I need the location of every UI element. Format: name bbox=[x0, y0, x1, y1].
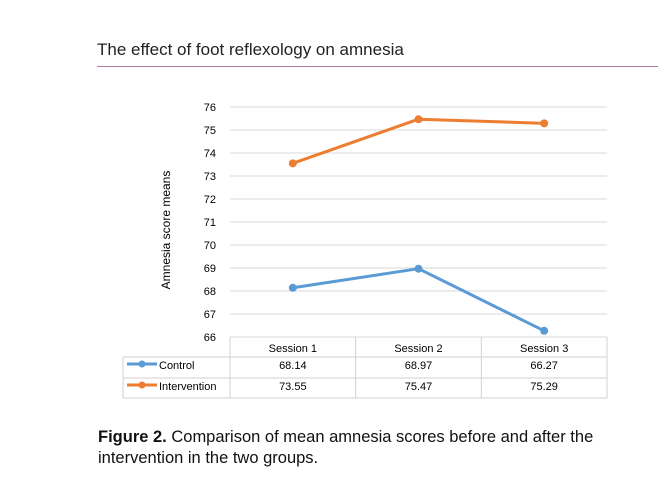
chart-series bbox=[288, 115, 549, 335]
data-label: 68.14 bbox=[279, 360, 307, 372]
data-point-intervention bbox=[540, 119, 549, 128]
legend-label-control: Control bbox=[159, 360, 194, 372]
header-divider bbox=[97, 66, 658, 67]
page-header-title: The effect of foot reflexology on amnesi… bbox=[97, 40, 404, 59]
y-tick-label-74: 74 bbox=[204, 148, 216, 160]
y-tick-label-70: 70 bbox=[204, 240, 216, 252]
data-point-control bbox=[414, 264, 423, 273]
data-label: 66.27 bbox=[530, 360, 558, 372]
y-tick-label-68: 68 bbox=[204, 286, 216, 298]
chart-gridlines bbox=[230, 106, 607, 338]
data-label: 75.29 bbox=[530, 381, 558, 393]
data-point-control bbox=[288, 283, 297, 292]
series-line-intervention bbox=[292, 117, 545, 165]
y-axis-label: Amnesia score means bbox=[159, 171, 173, 290]
y-tick-label-75: 75 bbox=[204, 125, 216, 137]
data-point-intervention bbox=[288, 159, 297, 168]
y-tick-label-67: 67 bbox=[204, 309, 216, 321]
data-label: 68.97 bbox=[405, 360, 433, 372]
legend-label-intervention: Intervention bbox=[159, 381, 216, 393]
y-tick-label-71: 71 bbox=[204, 217, 216, 229]
y-tick-label-73: 73 bbox=[204, 171, 216, 183]
x-tick-label: Session 1 bbox=[269, 343, 317, 355]
data-label: 73.55 bbox=[279, 381, 307, 393]
y-tick-label-72: 72 bbox=[204, 194, 216, 206]
data-table: Session 1 Session 2 Session 3 Control 68.14 6… bbox=[122, 337, 608, 399]
y-tick-label-69: 69 bbox=[204, 263, 216, 275]
figure-caption-text: Comparison of mean amnesia scores before… bbox=[98, 428, 594, 467]
legend-marker-intervention bbox=[138, 381, 146, 389]
series-line-control bbox=[292, 267, 545, 333]
data-point-control bbox=[540, 326, 549, 335]
figure-caption: Figure 2. Comparison of mean amnesia sco… bbox=[98, 427, 643, 469]
y-tick-label-76: 76 bbox=[204, 102, 216, 114]
x-tick-label: Session 2 bbox=[394, 343, 442, 355]
figure-caption-label: Figure 2. bbox=[98, 428, 167, 446]
x-tick-label: Session 3 bbox=[520, 343, 568, 355]
legend-marker-control bbox=[138, 360, 146, 368]
data-label: 75.47 bbox=[405, 381, 433, 393]
y-tick-label-66: 66 bbox=[204, 332, 216, 344]
data-point-intervention bbox=[414, 115, 423, 124]
y-axis-ticks: 66 67 68 69 70 71 72 73 74 75 76 bbox=[204, 102, 216, 344]
